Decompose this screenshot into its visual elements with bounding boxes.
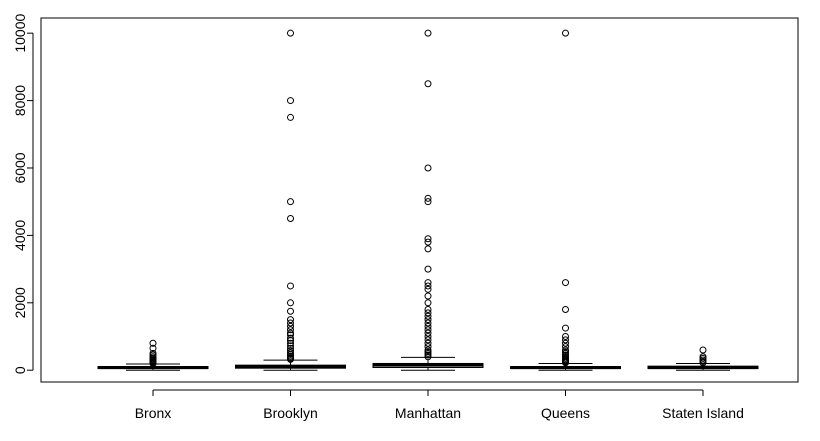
- outlier-point: [287, 334, 294, 342]
- outlier-point: [424, 339, 432, 347]
- x-axis: Bronx Brooklyn Manhattan Queens Staten Islan…: [135, 389, 744, 421]
- x-tick-label: Brooklyn: [263, 405, 317, 421]
- outlier-point: [424, 336, 432, 344]
- outlier-point: [424, 346, 432, 354]
- outlier-point: [287, 349, 294, 357]
- outlier-point: [424, 235, 432, 243]
- outlier-point: [287, 29, 294, 37]
- x-tick-label: Staten Island: [662, 405, 744, 421]
- outlier-point: [424, 265, 432, 273]
- box-queens: [510, 29, 621, 371]
- box-brooklyn: [235, 29, 346, 371]
- outlier-point: [424, 245, 432, 253]
- outlier-point: [562, 29, 569, 37]
- outlier-point: [424, 164, 432, 172]
- plot-frame: [40, 17, 799, 383]
- x-tick-label: Queens: [541, 405, 590, 421]
- outlier-point: [424, 194, 432, 202]
- outlier-point: [287, 339, 294, 347]
- y-tick-label: 2000: [12, 287, 28, 318]
- box-staten-island: [647, 346, 759, 371]
- outlier-point: [424, 333, 432, 340]
- y-tick-label: 0: [12, 366, 28, 374]
- outlier-point: [424, 312, 432, 320]
- outlier-point: [424, 198, 432, 206]
- outlier-point: [287, 97, 294, 105]
- outlier-point: [287, 316, 294, 324]
- box-manhattan: [372, 29, 484, 371]
- outlier-point: [287, 198, 294, 206]
- outlier-point: [287, 322, 294, 330]
- outlier-point: [424, 279, 432, 287]
- outlier-point: [562, 279, 569, 287]
- outlier-point: [424, 319, 432, 327]
- outlier-point: [287, 307, 294, 315]
- outlier-point: [699, 346, 707, 354]
- outlier-point: [287, 342, 294, 350]
- box-bronx: [97, 339, 209, 371]
- outlier-point: [424, 282, 432, 290]
- outlier-point: [424, 326, 432, 334]
- outlier-point: [149, 344, 157, 352]
- outlier-point: [149, 339, 157, 347]
- outlier-point: [424, 238, 432, 246]
- outlier-point: [562, 336, 569, 344]
- outlier-point: [562, 306, 569, 314]
- outlier-point: [424, 292, 432, 300]
- y-tick-label: 4000: [12, 220, 28, 251]
- y-tick-label: 6000: [12, 152, 28, 183]
- outlier-point: [424, 343, 432, 351]
- outlier-point: [287, 282, 294, 290]
- outlier-point: [424, 299, 432, 307]
- outlier-point: [424, 285, 432, 293]
- outlier-point: [424, 316, 432, 324]
- outlier-point: [287, 215, 294, 223]
- outlier-point: [424, 329, 432, 337]
- outlier-point: [424, 80, 432, 88]
- outlier-point: [562, 333, 569, 340]
- outlier-point: [699, 353, 707, 361]
- y-tick-label: 10000: [12, 13, 28, 52]
- outlier-point: [287, 319, 294, 327]
- x-tick-label: Bronx: [135, 405, 172, 421]
- outlier-point: [562, 343, 569, 351]
- boxes-layer: [97, 29, 759, 371]
- outlier-point: [149, 349, 157, 357]
- y-axis: 0 2000 4000 6000 8000 10000: [12, 13, 34, 374]
- outlier-point: [424, 29, 432, 37]
- outlier-point: [287, 113, 294, 121]
- outlier-point: [424, 306, 432, 314]
- outlier-point: [424, 322, 432, 330]
- x-tick-label: Manhattan: [395, 405, 461, 421]
- outlier-point: [287, 299, 294, 307]
- outlier-point: [287, 326, 294, 334]
- outlier-point: [287, 344, 294, 352]
- outlier-point: [287, 329, 294, 337]
- outlier-point: [287, 347, 294, 355]
- outlier-point: [562, 346, 569, 354]
- outlier-point: [562, 324, 569, 332]
- y-tick-label: 8000: [12, 85, 28, 116]
- outlier-point: [562, 339, 569, 347]
- outlier-point: [424, 309, 432, 317]
